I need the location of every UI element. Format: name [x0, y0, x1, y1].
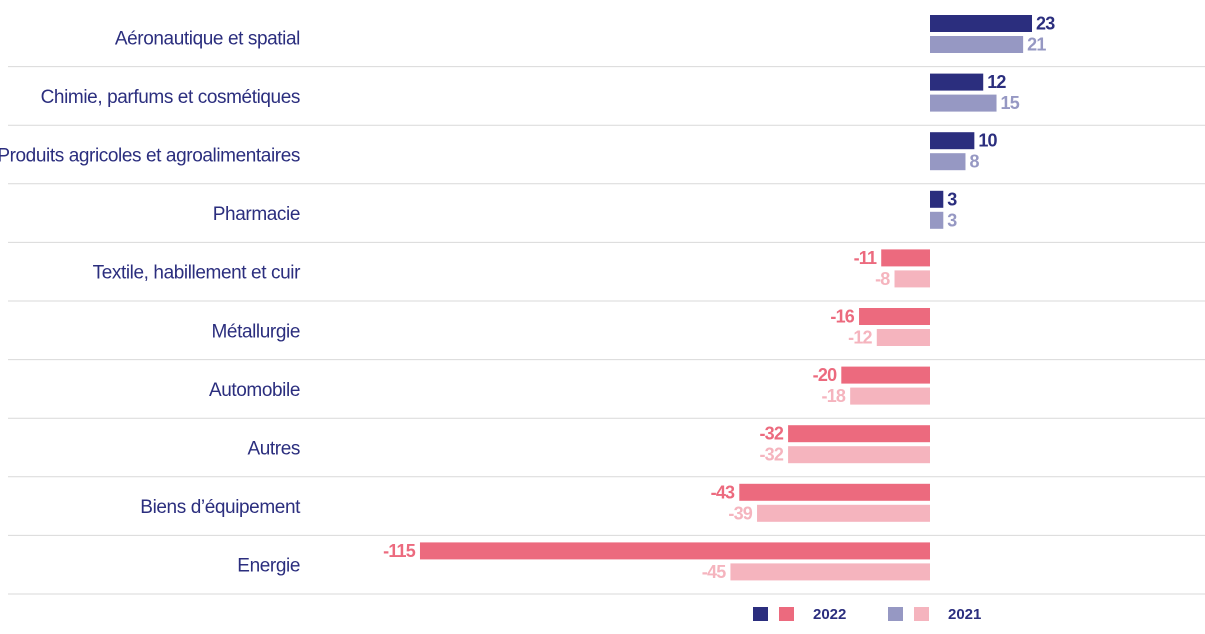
- category-labels: Aéronautique et spatial Chimie, parfums e…: [0, 28, 302, 577]
- value-label-2021-4: -8: [875, 269, 890, 289]
- bar-2021-2: [930, 153, 966, 171]
- value-label-2022-5: -16: [830, 307, 854, 327]
- bar-2022-9: [419, 542, 930, 560]
- category-label: Biens d’équipement: [140, 497, 301, 518]
- bar-2021-4: [894, 270, 930, 288]
- bar-2022-3: [930, 190, 944, 208]
- category-label: Chimie, parfums et cosmétiques: [41, 87, 300, 108]
- category-label: Energie: [237, 556, 300, 577]
- value-label-2022-8: -43: [711, 482, 735, 502]
- bar-2022-5: [859, 308, 930, 325]
- value-label-2022-6: -20: [813, 365, 837, 385]
- bar-2021-0: [930, 36, 1024, 53]
- value-label-2022-0: 23: [1036, 14, 1055, 34]
- value-label-2021-1: 15: [1001, 93, 1020, 113]
- value-label-2022-9: -115: [383, 541, 416, 561]
- row-separators: [8, 66, 1205, 595]
- category-label: Aéronautique et spatial: [115, 28, 300, 49]
- value-label-2021-6: -18: [822, 386, 846, 406]
- value-label-2021-7: -32: [759, 445, 783, 465]
- category-label: Automobile: [209, 380, 300, 401]
- value-label-2021-5: -12: [848, 328, 872, 348]
- value-label-2022-7: -32: [759, 424, 783, 444]
- value-label-2021-9: -45: [702, 562, 726, 582]
- bar-2021-6: [850, 387, 930, 405]
- bar-2021-5: [876, 329, 930, 346]
- value-label-2022-3: 3: [947, 189, 957, 209]
- category-label: Autres: [247, 439, 300, 460]
- value-label-2022-2: 10: [978, 131, 997, 151]
- legend-label-2021: 2021: [948, 606, 981, 623]
- bar-2022-6: [841, 366, 930, 384]
- value-labels: 2321121510833-11-8-16-12-20-18-32-32-43-…: [383, 14, 1056, 582]
- bar-2022-8: [739, 483, 930, 501]
- legend-swatch-positive-2021: [888, 607, 903, 621]
- legend-swatch-negative-2021: [914, 607, 929, 621]
- bar-2022-2: [930, 132, 975, 150]
- bars: [419, 15, 1033, 581]
- bar-2022-4: [881, 249, 930, 267]
- value-label-2021-0: 21: [1027, 35, 1046, 55]
- legend-label-2022: 2022: [813, 606, 846, 623]
- value-label-2021-8: -39: [728, 503, 752, 523]
- value-label-2021-3: 3: [947, 210, 957, 230]
- bar-2022-7: [788, 425, 930, 443]
- bar-2021-1: [930, 94, 997, 112]
- bar-2022-1: [930, 73, 984, 91]
- value-label-2022-1: 12: [987, 72, 1006, 92]
- legend: 2022 2021: [753, 606, 981, 623]
- category-label: Pharmacie: [213, 204, 300, 225]
- bar-2022-0: [930, 15, 1033, 32]
- legend-swatch-positive-2022: [753, 607, 768, 621]
- category-label: Métallurgie: [211, 321, 300, 342]
- bar-2021-7: [788, 446, 930, 464]
- legend-swatch-negative-2022: [779, 607, 794, 621]
- bar-2021-9: [730, 563, 930, 581]
- value-label-2021-2: 8: [969, 152, 979, 172]
- bar-2021-3: [930, 211, 944, 229]
- value-label-2022-4: -11: [854, 248, 877, 268]
- category-label: Textile, habillement et cuir: [93, 263, 301, 284]
- bar-2021-8: [757, 504, 930, 522]
- category-label: Produits agricoles et agroalimentaires: [0, 146, 300, 167]
